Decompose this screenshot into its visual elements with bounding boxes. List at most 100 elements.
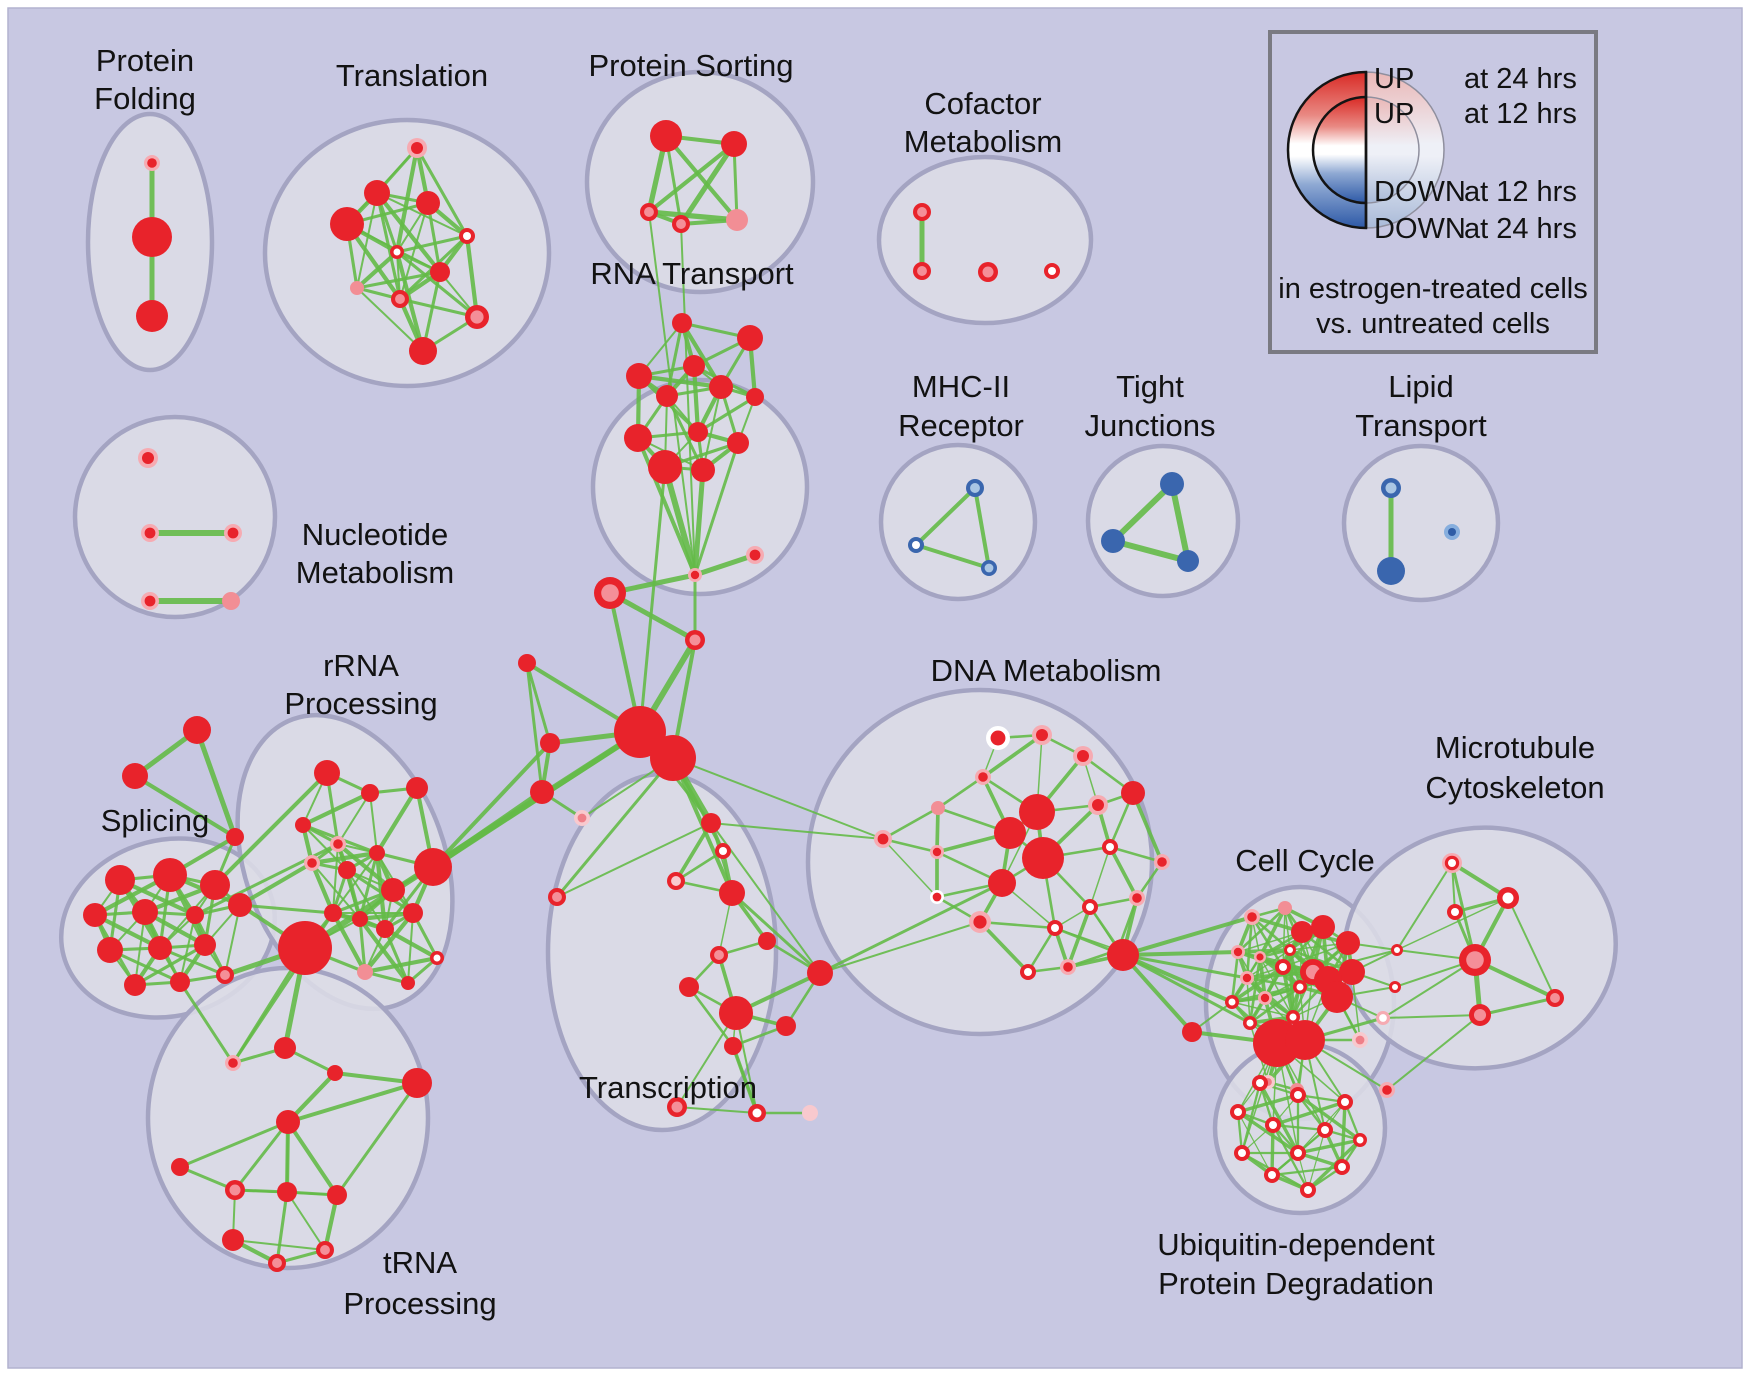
node-mt-1[interactable]: [1497, 887, 1519, 909]
node-sp-10[interactable]: [124, 974, 146, 996]
node-rr-6[interactable]: [338, 861, 356, 879]
node-tx-2[interactable]: [667, 872, 685, 890]
node-rr-14[interactable]: [278, 921, 332, 975]
node-cc-18[interactable]: [1352, 1032, 1368, 1048]
node-sp-8[interactable]: [148, 936, 172, 960]
node-cc-7[interactable]: [1275, 959, 1291, 975]
node-rr-15[interactable]: [357, 964, 373, 980]
node-dna-17[interactable]: [930, 890, 944, 904]
node-rr-3[interactable]: [295, 817, 311, 833]
node-free-13[interactable]: [1379, 1082, 1395, 1098]
node-tx-11[interactable]: [724, 1037, 742, 1055]
node-dna-8[interactable]: [994, 817, 1026, 849]
node-cf-1[interactable]: [913, 262, 931, 280]
node-pf-2[interactable]: [136, 300, 168, 332]
node-dna-14[interactable]: [1154, 854, 1170, 870]
node-ps-0[interactable]: [650, 120, 682, 152]
node-nm-4[interactable]: [222, 592, 240, 610]
node-tl-5[interactable]: [390, 245, 404, 259]
node-rr-11[interactable]: [352, 911, 368, 927]
node-cc-19[interactable]: [1284, 944, 1296, 956]
node-tl-9[interactable]: [465, 305, 489, 329]
node-mt-0[interactable]: [1442, 853, 1462, 873]
node-dna-19[interactable]: [1047, 920, 1063, 936]
node-sp-0[interactable]: [105, 865, 135, 895]
node-ub-6[interactable]: [1353, 1133, 1367, 1147]
node-ps-4[interactable]: [726, 209, 748, 231]
node-rr-7[interactable]: [369, 845, 385, 861]
node-rt-5[interactable]: [709, 375, 733, 399]
node-ub-0[interactable]: [1252, 1075, 1268, 1091]
node-dna-9[interactable]: [1022, 837, 1064, 879]
node-rt-3[interactable]: [626, 363, 652, 389]
node-cc-11[interactable]: [1258, 991, 1272, 1005]
node-dna-4[interactable]: [931, 801, 945, 815]
node-tn-9[interactable]: [222, 1229, 244, 1251]
node-dna-20[interactable]: [1020, 964, 1036, 980]
node-ps-3[interactable]: [672, 215, 690, 233]
node-cc-12[interactable]: [1225, 995, 1239, 1009]
node-tn-2[interactable]: [327, 1065, 343, 1081]
node-rr-17[interactable]: [430, 951, 444, 965]
node-cc-21[interactable]: [1286, 1010, 1300, 1024]
node-mh-1[interactable]: [908, 537, 924, 553]
node-rr-9[interactable]: [381, 878, 405, 902]
node-tn-3[interactable]: [402, 1068, 432, 1098]
node-lt-2[interactable]: [1444, 524, 1460, 540]
node-ub-5[interactable]: [1317, 1122, 1333, 1138]
node-dna-23[interactable]: [1107, 939, 1139, 971]
node-dna-3[interactable]: [975, 769, 991, 785]
node-tn-11[interactable]: [268, 1254, 286, 1272]
node-rt-0[interactable]: [672, 313, 692, 333]
node-rr-10[interactable]: [324, 904, 342, 922]
node-tl-6[interactable]: [430, 262, 450, 282]
node-sp-11[interactable]: [170, 972, 190, 992]
node-lt-0[interactable]: [1381, 478, 1401, 498]
node-rt-2[interactable]: [683, 355, 705, 377]
node-ub-11[interactable]: [1300, 1182, 1316, 1198]
node-rr-2[interactable]: [406, 777, 428, 799]
node-free-9[interactable]: [518, 654, 536, 672]
node-tn-0[interactable]: [225, 1055, 241, 1071]
node-ub-4[interactable]: [1265, 1117, 1281, 1133]
node-sp-7[interactable]: [97, 937, 123, 963]
node-tx-6[interactable]: [710, 946, 728, 964]
node-mt-8[interactable]: [1376, 1011, 1390, 1025]
node-tn-1[interactable]: [274, 1037, 296, 1059]
node-sp-12[interactable]: [216, 966, 234, 984]
node-rr-5[interactable]: [304, 855, 320, 871]
node-free-3[interactable]: [688, 568, 702, 582]
node-lt-1[interactable]: [1377, 557, 1405, 585]
node-dna-5[interactable]: [874, 830, 892, 848]
node-mt-2[interactable]: [1447, 904, 1463, 920]
node-nm-1[interactable]: [141, 524, 159, 542]
node-sp-6[interactable]: [228, 893, 252, 917]
node-sp-2[interactable]: [200, 870, 230, 900]
node-dna-6[interactable]: [930, 845, 944, 859]
node-ub-2[interactable]: [1337, 1094, 1353, 1110]
node-mt-6[interactable]: [1391, 944, 1403, 956]
node-free-4[interactable]: [594, 577, 626, 609]
node-free-7[interactable]: [614, 706, 666, 758]
node-free-5[interactable]: [746, 546, 764, 564]
node-tx-8[interactable]: [719, 996, 753, 1030]
node-mt-7[interactable]: [1389, 981, 1401, 993]
node-rr-4[interactable]: [330, 836, 346, 852]
node-free-8[interactable]: [650, 735, 696, 781]
node-cc-9[interactable]: [1339, 959, 1365, 985]
node-cc-15[interactable]: [1321, 981, 1353, 1013]
node-cc-4[interactable]: [1336, 931, 1360, 955]
node-tx-1[interactable]: [715, 843, 731, 859]
node-dna-12[interactable]: [1121, 781, 1145, 805]
node-cf-0[interactable]: [913, 203, 931, 221]
node-tx-3[interactable]: [719, 880, 745, 906]
node-tn-5[interactable]: [171, 1158, 189, 1176]
node-tx-13[interactable]: [748, 1104, 766, 1122]
node-tn-4[interactable]: [276, 1110, 300, 1134]
node-rr-12[interactable]: [376, 920, 394, 938]
node-dna-1[interactable]: [1032, 725, 1052, 745]
node-dna-0[interactable]: [986, 726, 1010, 750]
node-ub-9[interactable]: [1264, 1167, 1280, 1183]
node-rt-10[interactable]: [648, 450, 682, 484]
node-tn-10[interactable]: [316, 1241, 334, 1259]
